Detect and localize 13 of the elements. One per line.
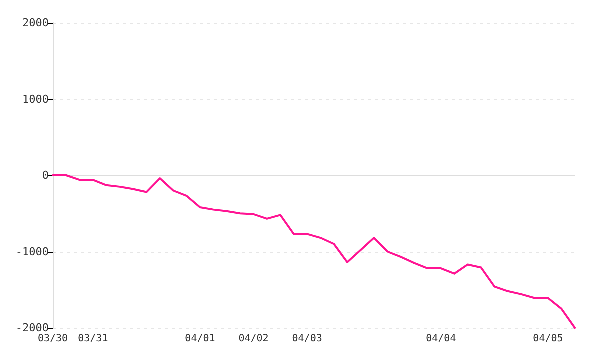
x-tick-label: 04/03 [292,334,322,344]
line-series [52,174,576,329]
y-tick-label: 0 [42,169,49,182]
y-tick-label: 2000 [22,16,49,30]
y-tick-label: -2000 [16,322,49,334]
x-tick-label: 04/02 [238,334,269,344]
x-tick-label: 04/04 [426,334,456,344]
x-tick-label: 03/31 [78,334,108,344]
y-tick-label: 1000 [22,92,49,106]
y-tick-label: -1000 [16,245,49,258]
x-tick-label: 03/30 [38,334,68,344]
x-tick-label: 04/05 [533,334,564,344]
x-tick-label: 04/01 [185,334,216,344]
